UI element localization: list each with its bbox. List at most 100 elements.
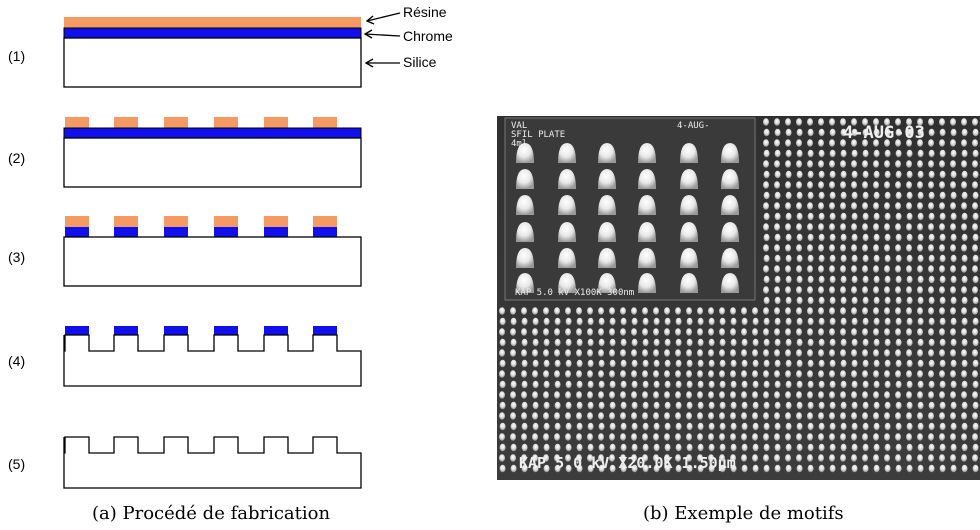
small-pillar: [609, 391, 615, 399]
small-pillar: [829, 286, 835, 294]
resin-block-3: [164, 117, 188, 128]
small-pillar: [675, 349, 681, 357]
small-pillar: [906, 380, 913, 389]
small-pillar: [774, 328, 780, 336]
small-pillar: [763, 118, 769, 126]
large-pillar: [558, 273, 576, 293]
small-pillar: [873, 412, 879, 420]
small-pillar: [851, 454, 857, 462]
small-pillar: [565, 370, 571, 378]
small-pillar: [796, 139, 802, 147]
small-pillar: [565, 328, 571, 336]
chrome-block-1: [65, 227, 89, 237]
small-pillar: [818, 296, 825, 305]
small-pillar: [972, 317, 979, 326]
small-pillar: [774, 286, 780, 294]
small-pillar: [521, 433, 527, 441]
small-pillar: [862, 412, 868, 420]
resin-block-2: [114, 117, 138, 128]
small-pillar: [499, 328, 505, 336]
small-pillar: [917, 139, 923, 147]
small-pillar: [609, 317, 616, 326]
small-pillar: [664, 317, 671, 326]
small-pillar: [554, 307, 560, 315]
small-pillar: [873, 317, 880, 326]
small-pillar: [807, 170, 814, 179]
small-pillar: [851, 464, 858, 473]
small-pillar: [543, 401, 550, 410]
large-pillar: [680, 273, 698, 293]
small-pillar: [873, 286, 879, 294]
small-pillar: [950, 128, 957, 137]
large-pillar: [516, 195, 534, 215]
small-pillar: [752, 370, 758, 378]
small-pillar: [928, 149, 935, 158]
small-pillar: [796, 244, 802, 252]
small-pillar: [730, 391, 736, 399]
small-pillar: [686, 328, 692, 336]
silica-substrate: [63, 236, 362, 287]
small-pillar: [917, 149, 924, 158]
small-pillar: [862, 401, 869, 410]
small-pillar: [554, 338, 561, 347]
small-pillar: [620, 338, 627, 347]
small-pillar: [741, 422, 748, 431]
small-pillar: [796, 464, 803, 473]
small-pillar: [807, 128, 814, 137]
large-pillar: [638, 273, 656, 293]
small-pillar: [708, 317, 715, 326]
small-pillar: [818, 464, 825, 473]
small-pillar: [873, 212, 880, 221]
small-pillar: [873, 118, 879, 126]
small-pillar: [928, 296, 935, 305]
small-pillar: [818, 422, 825, 431]
small-pillar: [796, 422, 803, 431]
small-pillar: [697, 412, 703, 420]
small-pillar: [939, 454, 945, 462]
small-pillar: [631, 391, 637, 399]
small-pillar: [554, 391, 560, 399]
resin-block-5: [264, 216, 288, 227]
small-pillar: [609, 359, 616, 368]
small-pillar: [752, 464, 759, 473]
small-pillar: [829, 296, 836, 305]
small-pillar: [851, 380, 858, 389]
small-pillar: [642, 328, 648, 336]
small-pillar: [884, 338, 891, 347]
small-pillar: [906, 265, 912, 273]
small-pillar: [675, 359, 682, 368]
small-pillar: [620, 464, 627, 473]
small-pillar: [796, 118, 802, 126]
small-pillar: [873, 254, 880, 263]
small-pillar: [576, 370, 582, 378]
small-pillar: [510, 433, 516, 441]
small-pillar: [631, 328, 637, 336]
small-pillar: [807, 254, 814, 263]
small-pillar: [818, 307, 824, 315]
small-pillar: [554, 328, 560, 336]
small-pillar: [906, 139, 912, 147]
small-pillar: [906, 223, 912, 231]
small-pillar: [840, 422, 847, 431]
small-pillar: [785, 212, 792, 221]
small-pillar: [917, 286, 923, 294]
small-pillar: [873, 275, 880, 284]
small-pillar: [862, 118, 868, 126]
chrome-block-5: [264, 326, 288, 335]
small-pillar: [730, 349, 736, 357]
small-pillar: [818, 244, 824, 252]
small-pillar: [829, 223, 835, 231]
small-pillar: [906, 128, 913, 137]
small-pillar: [730, 328, 736, 336]
small-pillar: [818, 191, 825, 200]
small-pillar: [961, 338, 968, 347]
small-pillar: [521, 328, 527, 336]
small-pillar: [796, 328, 802, 336]
small-pillar: [972, 254, 979, 263]
small-pillar: [532, 401, 539, 410]
small-pillar: [873, 401, 880, 410]
small-pillar: [554, 380, 561, 389]
small-pillar: [686, 443, 693, 452]
small-pillar: [565, 443, 572, 452]
small-pillar: [576, 380, 583, 389]
